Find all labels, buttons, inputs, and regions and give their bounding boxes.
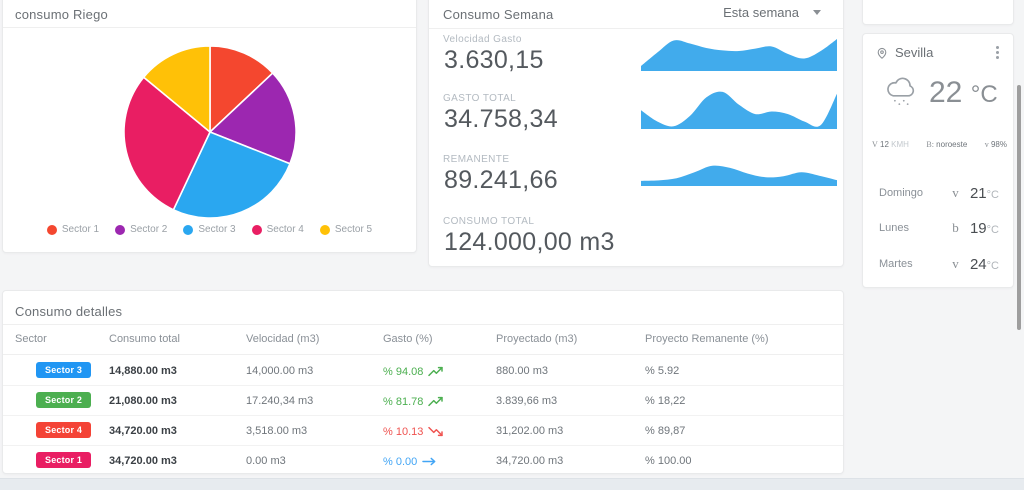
sector-badge: Sector 1 <box>36 452 92 468</box>
column-header-gasto: Gasto (%) <box>383 333 433 345</box>
trend-icon <box>422 455 437 468</box>
chevron-down-icon <box>813 10 821 15</box>
cell-velocidad: 17.240,34 m3 <box>246 395 314 407</box>
week-consumption-card: Consumo Semana Esta semana Velocidad Gas… <box>428 0 844 267</box>
weather-stats-row: V 12 KMH B: noroeste v 98% <box>872 140 1007 149</box>
legend-item: Sector 3 <box>183 224 236 235</box>
cell-consumo-total: 14,880.00 m3 <box>109 365 177 377</box>
cell-proyectado: 31,202.00 m3 <box>496 425 564 437</box>
forecast-row: Domingo v 21°C <box>879 184 999 202</box>
column-header-proyectado: Proyectado (m3) <box>496 333 578 345</box>
stat-label-gasto-total: GASTO TOTAL <box>443 93 517 104</box>
cell-velocidad: 3,518.00 m3 <box>246 425 308 437</box>
cell-velocidad: 0.00 m3 <box>246 455 286 467</box>
forecast-weather-icon: v <box>952 185 959 200</box>
legend-dot <box>183 224 194 235</box>
cell-proyectado: 3.839,66 m3 <box>496 395 558 407</box>
forecast-row: Lunes b 19°C <box>879 219 999 237</box>
column-header-consumo: Consumo total <box>109 333 180 345</box>
divider <box>3 354 843 355</box>
divider <box>3 445 843 446</box>
cell-consumo-total: 34,720.00 m3 <box>109 455 177 467</box>
cell-consumo-total: 21,080.00 m3 <box>109 395 177 407</box>
partial-card-above-weather <box>862 0 1014 25</box>
forecast-weather-icon: b <box>952 220 959 235</box>
sector-badge: Sector 3 <box>36 362 92 378</box>
rain-cloud-icon <box>887 77 915 105</box>
current-temperature: 22 °C <box>929 76 998 109</box>
horizontal-scrollbar-track[interactable] <box>0 478 1024 490</box>
cell-remanente: % 5.92 <box>645 365 680 377</box>
divider <box>3 324 843 325</box>
divider <box>3 415 843 416</box>
cell-remanente: % 100.00 <box>645 455 692 467</box>
cell-gasto: % 0.00 <box>383 455 437 468</box>
stat-value-velocidad: 3.630,15 <box>444 46 544 74</box>
column-header-velocidad: Velocidad (m3) <box>246 333 320 345</box>
wind-icon: V <box>872 140 878 149</box>
legend-item: Sector 2 <box>115 224 167 235</box>
pie-card: consumo Riego Sector 1 Sector 2 Sector 3… <box>2 0 417 253</box>
divider <box>3 385 843 386</box>
legend-dot <box>319 224 330 235</box>
stat-value-consumo-total: 124.000,00 m3 <box>444 228 615 256</box>
cell-gasto: % 10.13 <box>383 425 444 438</box>
column-header-sector: Sector <box>15 333 47 345</box>
pie-chart <box>123 45 297 219</box>
trend-icon <box>428 425 444 438</box>
cell-gasto: % 81.78 <box>383 395 444 408</box>
humidity-stat: v 98% <box>984 140 1007 149</box>
direction-stat: B: noroeste <box>926 140 968 149</box>
legend-item: Sector 1 <box>46 224 99 235</box>
weather-header: Sevilla <box>875 44 1003 61</box>
forecast-row: Martes v 24°C <box>879 255 999 273</box>
legend-dot <box>251 224 262 235</box>
legend-item: Sector 5 <box>319 224 372 235</box>
trend-icon <box>428 365 444 378</box>
column-header-remanente: Proyecto Remanente (%) <box>645 333 769 345</box>
pie-card-title: consumo Riego <box>15 7 108 22</box>
trend-icon <box>428 395 444 408</box>
stat-value-remanente: 89.241,66 <box>444 166 558 194</box>
legend-dot <box>115 224 126 235</box>
vertical-scrollbar-thumb[interactable] <box>1017 85 1021 330</box>
sector-badge: Sector 4 <box>36 422 92 438</box>
stat-label-velocidad: Velocidad Gasto <box>443 34 522 45</box>
cell-proyectado: 34,720.00 m3 <box>496 455 564 467</box>
cell-consumo-total: 34,720.00 m3 <box>109 425 177 437</box>
cell-gasto: % 94.08 <box>383 365 444 378</box>
cell-velocidad: 14,000.00 m3 <box>246 365 314 377</box>
sparkline-velocidad <box>641 39 837 71</box>
wind-direction-icon: B: <box>926 140 934 149</box>
sparkline-remanente <box>641 165 837 186</box>
consumption-details-card: Consumo detalles Sector Consumo total Ve… <box>2 290 844 474</box>
sector-badge: Sector 2 <box>36 392 92 408</box>
week-range-select[interactable]: Esta semana <box>723 5 821 20</box>
stat-label-consumo-total: CONSUMO TOTAL <box>443 216 535 227</box>
stat-value-gasto-total: 34.758,34 <box>444 105 558 133</box>
legend-item: Sector 4 <box>251 224 304 235</box>
forecast-weather-icon: v <box>952 256 959 271</box>
pie-legend: Sector 1 Sector 2 Sector 3 Sector 4 Sect… <box>3 224 416 235</box>
table-card-title: Consumo detalles <box>15 304 123 319</box>
sparkline-gasto-total <box>641 91 837 129</box>
week-range-label: Esta semana <box>723 5 799 20</box>
stat-label-remanente: REMANENTE <box>443 154 510 165</box>
humidity-icon: v <box>984 140 989 149</box>
weather-current: 22 °C <box>881 76 998 110</box>
weather-location: Sevilla <box>895 45 934 60</box>
kebab-menu-icon[interactable] <box>992 44 1003 61</box>
wind-stat: V 12 KMH <box>872 140 909 149</box>
cell-remanente: % 18,22 <box>645 395 686 407</box>
cell-remanente: % 89,87 <box>645 425 686 437</box>
weather-card: Sevilla 22 °C V 12 KMH B: noroeste v 98%… <box>862 33 1014 288</box>
legend-dot <box>46 224 57 235</box>
divider <box>3 27 416 28</box>
cell-proyectado: 880.00 m3 <box>496 365 548 377</box>
divider <box>429 28 843 29</box>
location-pin-icon <box>877 47 887 59</box>
week-card-title: Consumo Semana <box>443 7 554 22</box>
